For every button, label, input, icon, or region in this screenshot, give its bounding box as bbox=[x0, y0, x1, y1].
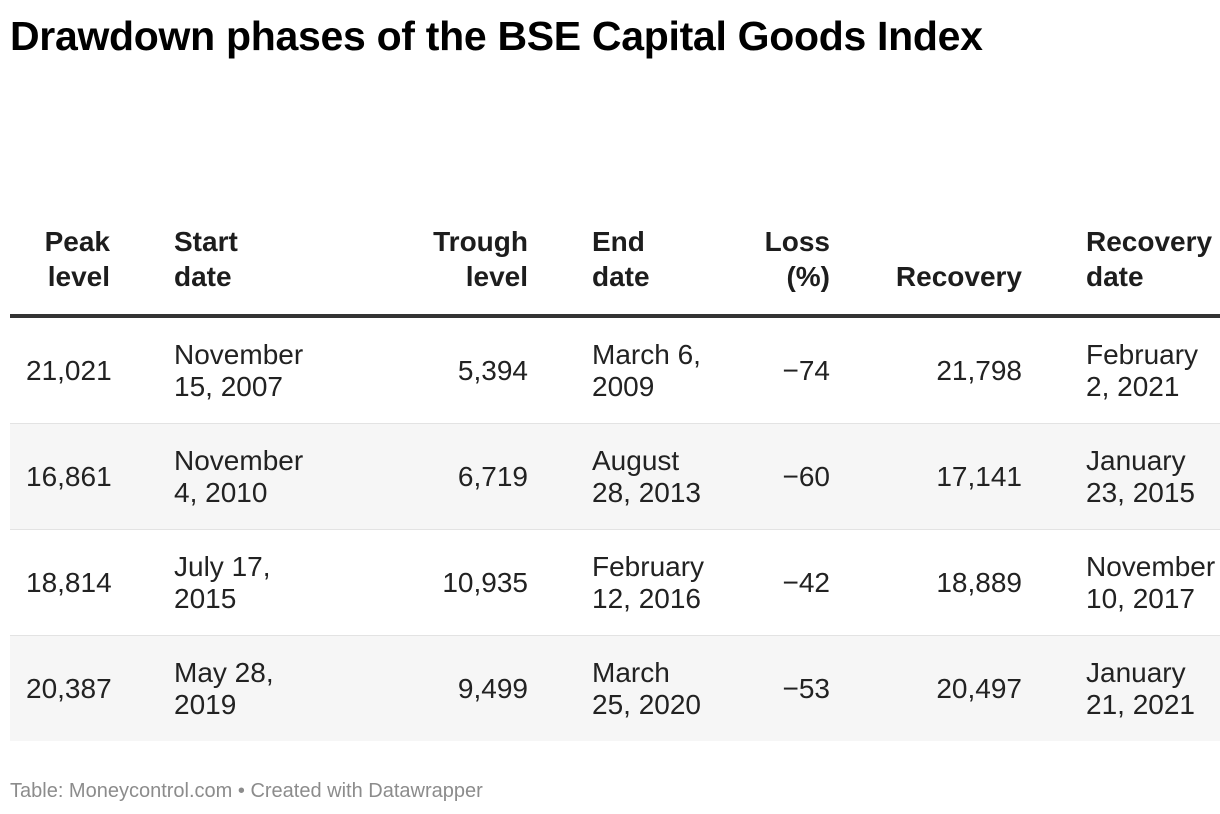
drawdown-table-container: Peak level Start date Trough level End d… bbox=[10, 224, 1220, 741]
header-end-date[interactable]: End date bbox=[528, 224, 760, 318]
cell-peak-level: 18,814 bbox=[10, 529, 112, 636]
cell-line: March 6, bbox=[592, 338, 701, 370]
cell-start-date: November 4, 2010 bbox=[110, 423, 338, 530]
cell-start-date: November 15, 2007 bbox=[110, 316, 338, 424]
header-recovery[interactable]: Recovery bbox=[830, 224, 1022, 318]
cell-peak-level: 21,021 bbox=[10, 316, 112, 424]
header-line: date bbox=[1086, 261, 1144, 292]
cell-line: 23, 2015 bbox=[1086, 476, 1195, 508]
header-recovery-date[interactable]: Recovery date bbox=[1022, 224, 1220, 318]
cell-peak-level: 16,861 bbox=[10, 423, 112, 530]
table-row: 16,861 November 4, 2010 6,719 August 28,… bbox=[10, 423, 1220, 530]
header-line: level bbox=[465, 261, 528, 292]
cell-line: 2019 bbox=[174, 688, 237, 720]
cell-line: May 28, bbox=[174, 656, 274, 688]
cell-line: August bbox=[592, 444, 680, 476]
cell-line: 15, 2007 bbox=[174, 370, 283, 402]
cell-line: November bbox=[174, 338, 304, 370]
cell-line: 25, 2020 bbox=[592, 688, 701, 720]
cell-recovery: 18,889 bbox=[830, 529, 1022, 636]
header-start-date[interactable]: Start date bbox=[110, 224, 338, 318]
header-line: Recovery bbox=[1086, 226, 1213, 257]
cell-line: November bbox=[1086, 550, 1216, 582]
header-line: Trough bbox=[433, 226, 528, 257]
cell-trough-level: 6,719 bbox=[338, 423, 528, 530]
cell-line: January bbox=[1086, 444, 1186, 476]
header-line: (%) bbox=[786, 261, 830, 292]
source-footer: Table: Moneycontrol.com • Created with D… bbox=[10, 780, 483, 802]
cell-line: 4, 2010 bbox=[174, 476, 268, 508]
header-trough-level[interactable]: Trough level bbox=[338, 224, 528, 318]
header-loss-pct[interactable]: Loss (%) bbox=[760, 224, 830, 318]
header-line: Start bbox=[174, 226, 238, 257]
cell-line: January bbox=[1086, 656, 1186, 688]
cell-line: July 17, bbox=[174, 550, 271, 582]
cell-recovery: 17,141 bbox=[830, 423, 1022, 530]
cell-line: February bbox=[1086, 338, 1199, 370]
cell-end-date: March 6, 2009 bbox=[528, 316, 760, 424]
header-line: date bbox=[592, 261, 650, 292]
header-line: End bbox=[592, 226, 645, 257]
cell-trough-level: 10,935 bbox=[338, 529, 528, 636]
table-title: Drawdown phases of the BSE Capital Goods… bbox=[10, 13, 983, 59]
cell-line: February bbox=[592, 550, 705, 582]
cell-recovery-date: February 2, 2021 bbox=[1022, 316, 1220, 424]
cell-loss-pct: −74 bbox=[760, 316, 830, 424]
cell-line: 2009 bbox=[592, 370, 655, 402]
header-line: Recovery bbox=[895, 261, 1022, 292]
header-line: Loss bbox=[764, 226, 830, 257]
cell-line: 2015 bbox=[174, 582, 237, 614]
table-row: 20,387 May 28, 2019 9,499 March 25, 2020… bbox=[10, 635, 1220, 741]
header-line: level bbox=[47, 261, 110, 292]
cell-end-date: February 12, 2016 bbox=[528, 529, 760, 636]
table-row: 21,021 November 15, 2007 5,394 March 6, … bbox=[10, 316, 1220, 424]
cell-trough-level: 9,499 bbox=[338, 635, 528, 741]
cell-trough-level: 5,394 bbox=[338, 316, 528, 424]
cell-recovery: 20,497 bbox=[830, 635, 1022, 741]
header-line: date bbox=[174, 261, 232, 292]
cell-line: 2, 2021 bbox=[1086, 370, 1180, 402]
cell-recovery-date: January 23, 2015 bbox=[1022, 423, 1220, 530]
cell-start-date: May 28, 2019 bbox=[110, 635, 338, 741]
cell-recovery: 21,798 bbox=[830, 316, 1022, 424]
cell-loss-pct: −42 bbox=[760, 529, 830, 636]
cell-end-date: March 25, 2020 bbox=[528, 635, 760, 741]
cell-line: 21, 2021 bbox=[1086, 688, 1195, 720]
drawdown-table: Peak level Start date Trough level End d… bbox=[10, 224, 1220, 741]
table-row: 18,814 July 17, 2015 10,935 February 12,… bbox=[10, 529, 1220, 636]
cell-recovery-date: November 10, 2017 bbox=[1022, 529, 1220, 636]
cell-line: 10, 2017 bbox=[1086, 582, 1195, 614]
cell-line: 12, 2016 bbox=[592, 582, 701, 614]
cell-loss-pct: −53 bbox=[760, 635, 830, 741]
cell-peak-level: 20,387 bbox=[10, 635, 112, 741]
cell-line: March bbox=[592, 656, 670, 688]
header-row: Peak level Start date Trough level End d… bbox=[10, 224, 1220, 318]
cell-line: November bbox=[174, 444, 304, 476]
cell-recovery-date: January 21, 2021 bbox=[1022, 635, 1220, 741]
header-peak-level[interactable]: Peak level bbox=[10, 224, 110, 318]
cell-loss-pct: −60 bbox=[760, 423, 830, 530]
cell-start-date: July 17, 2015 bbox=[110, 529, 338, 636]
cell-end-date: August 28, 2013 bbox=[528, 423, 760, 530]
cell-line: 28, 2013 bbox=[592, 476, 701, 508]
header-line: Peak bbox=[44, 226, 110, 257]
